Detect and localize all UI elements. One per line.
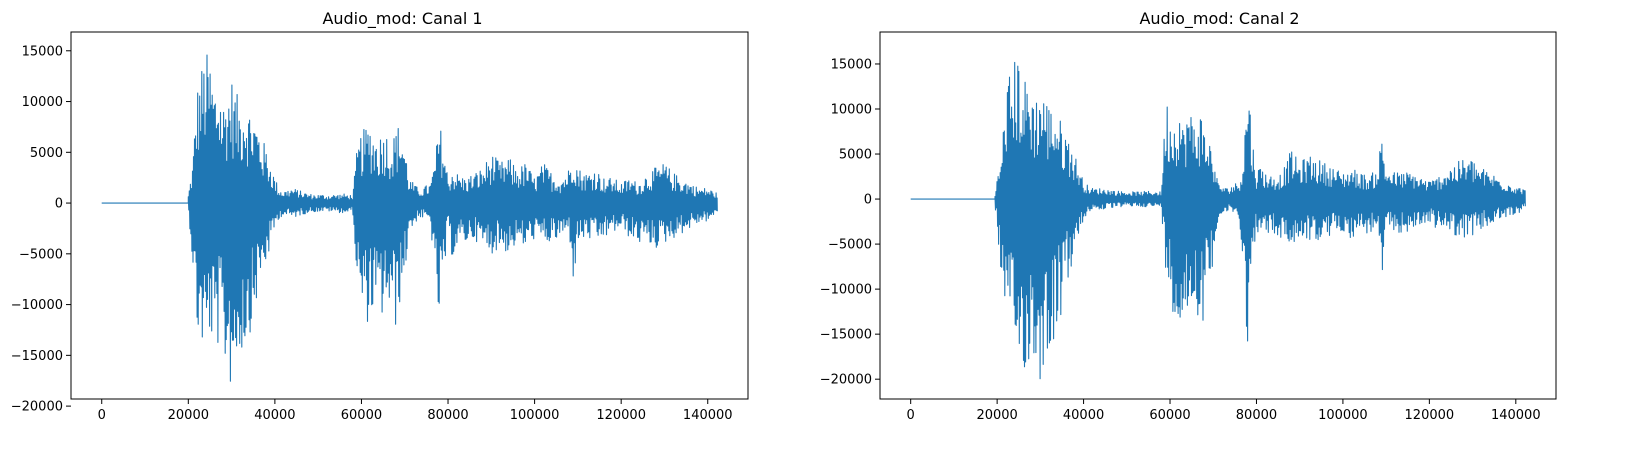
x-tick-label: 60000 [341, 408, 382, 423]
y-tick-label: −5000 [828, 238, 872, 253]
x-tick-label: 80000 [427, 408, 468, 423]
axes-frame [70, 31, 749, 400]
x-tick-label: 60000 [1149, 408, 1190, 423]
x-tick-label: 20000 [976, 408, 1017, 423]
x-tick-label: 140000 [683, 408, 733, 423]
x-tick-label: 40000 [254, 408, 295, 423]
x-tick-label: 100000 [510, 408, 560, 423]
y-tick-label: −5000 [19, 247, 63, 262]
x-tick-label: 40000 [1063, 408, 1104, 423]
y-tick-label: 10000 [831, 103, 872, 118]
y-tick-label: 15000 [22, 44, 63, 59]
y-axis: −20000 −15000 −10000 −5000 0 5000 10000 15000 [11, 44, 71, 415]
y-tick-label: 5000 [839, 148, 872, 163]
x-tick-label: 140000 [1491, 408, 1541, 423]
axes-frame [879, 31, 1557, 400]
plot-area [101, 54, 718, 382]
x-tick-label: 80000 [1236, 408, 1277, 423]
chart-canal-2: Audio_mod: Canal 2 0 20000 40000 60000 80000… [820, 9, 1557, 423]
y-tick-label: −10000 [11, 298, 63, 313]
x-axis: 0 20000 40000 60000 80000 100000 120000 140000 [98, 399, 733, 423]
y-tick-label: −20000 [11, 400, 63, 415]
waveform-line [101, 54, 718, 382]
y-tick-label: 15000 [831, 57, 872, 72]
y-tick-label: −20000 [820, 373, 872, 388]
y-tick-label: 5000 [30, 146, 63, 161]
plot-area [910, 61, 1526, 380]
y-tick-label: 0 [55, 197, 63, 212]
chart-canal-1: Audio_mod: Canal 1 0 20000 40000 60000 80000… [11, 9, 749, 423]
x-axis: 0 20000 40000 60000 80000 100000 120000 140000 [907, 399, 1541, 423]
x-tick-label: 20000 [168, 408, 209, 423]
y-tick-label: 10000 [22, 95, 63, 110]
waveform-line [910, 61, 1526, 380]
chart-title: Audio_mod: Canal 1 [322, 9, 482, 29]
y-tick-label: −15000 [820, 328, 872, 343]
y-axis: −20000 −15000 −10000 −5000 0 5000 10000 15000 [820, 57, 880, 388]
x-tick-label: 0 [907, 408, 915, 423]
y-tick-label: −15000 [11, 349, 63, 364]
x-tick-label: 100000 [1318, 408, 1368, 423]
x-tick-label: 120000 [1405, 408, 1455, 423]
y-tick-label: 0 [864, 193, 872, 208]
x-tick-label: 120000 [596, 408, 646, 423]
x-tick-label: 0 [98, 408, 106, 423]
y-tick-label: −10000 [820, 283, 872, 298]
chart-title: Audio_mod: Canal 2 [1139, 9, 1299, 29]
